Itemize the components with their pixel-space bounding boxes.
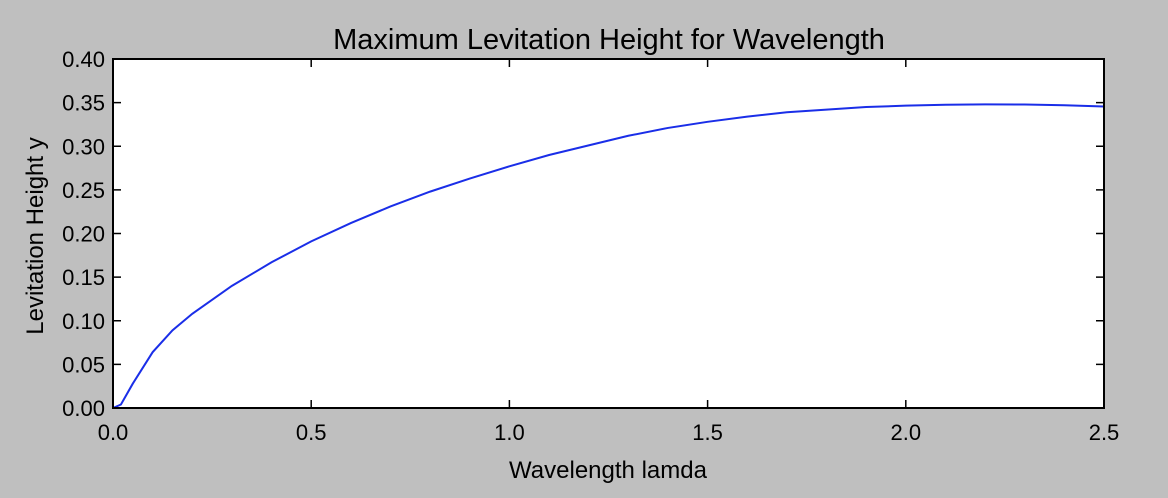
x-tick-label: 2.5 [1089,420,1120,445]
x-tick-label: 2.0 [891,420,922,445]
x-tick-label: 1.0 [494,420,525,445]
y-axis-label: Levitation Height y [22,137,49,334]
x-tick-label: 1.5 [692,420,723,445]
y-tick-label: 0.00 [62,396,105,421]
y-tick-label: 0.25 [62,178,105,203]
y-tick-label: 0.05 [62,352,105,377]
y-tick-label: 0.10 [62,309,105,334]
y-tick-label: 0.30 [62,134,105,159]
plot-frame [112,58,1105,409]
x-tick-label: 0.0 [98,420,129,445]
y-tick-label: 0.15 [62,265,105,290]
plot-area [113,59,1104,408]
y-tick-label: 0.40 [62,47,105,72]
x-axis: 0.0 0.5 1.0 1.5 2.0 2.5 [98,59,1120,445]
y-tick-label: 0.35 [62,91,105,116]
chart-title: Maximum Levitation Height for Wavelength [333,24,885,56]
series-line [112,103,1105,409]
y-tick-label: 0.20 [62,222,105,247]
x-tick-label: 0.5 [296,420,327,445]
y-axis: 0.00 0.05 0.10 0.15 0.20 0.25 0.30 0.35 0.40 [62,47,1104,421]
x-axis-label: Wavelength lamda [509,457,708,484]
